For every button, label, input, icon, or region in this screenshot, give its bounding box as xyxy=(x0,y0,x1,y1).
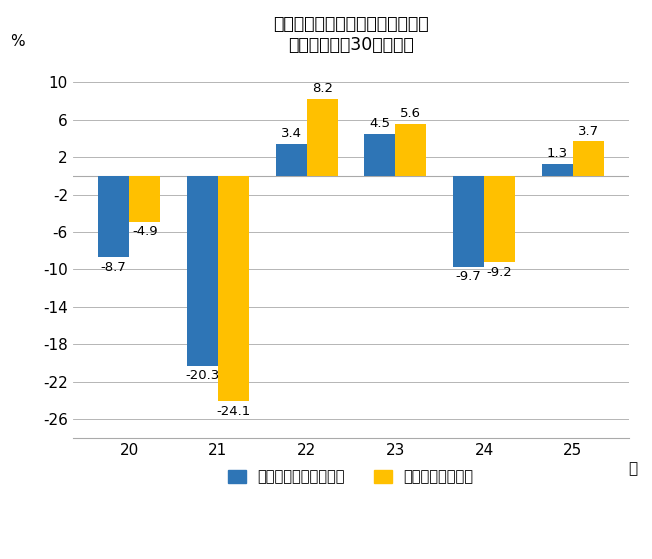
Bar xyxy=(453,176,484,267)
Text: 1.3: 1.3 xyxy=(546,147,568,160)
Text: -4.9: -4.9 xyxy=(132,225,158,239)
Text: -20.3: -20.3 xyxy=(185,369,220,382)
Bar xyxy=(129,176,160,222)
Text: 年: 年 xyxy=(628,461,637,476)
Bar xyxy=(187,176,218,366)
Bar xyxy=(364,134,395,176)
Bar xyxy=(98,176,129,257)
Text: 3.4: 3.4 xyxy=(280,127,302,140)
Text: 3.7: 3.7 xyxy=(578,125,599,138)
Legend: 調査産業計（前年比）, 製造業（前年比）: 調査産業計（前年比）, 製造業（前年比） xyxy=(222,463,479,490)
Text: -9.2: -9.2 xyxy=(486,266,512,278)
Text: 8.2: 8.2 xyxy=(312,83,333,96)
Title: 夏季賞与の前年比の推移・三重県
（事業所規模30人以上）: 夏季賞与の前年比の推移・三重県 （事業所規模30人以上） xyxy=(273,15,429,54)
Text: 4.5: 4.5 xyxy=(369,117,391,130)
Bar xyxy=(572,141,604,176)
Text: -24.1: -24.1 xyxy=(216,405,250,418)
Bar xyxy=(484,176,515,262)
Text: -9.7: -9.7 xyxy=(456,271,481,283)
Text: -8.7: -8.7 xyxy=(101,261,126,274)
Bar xyxy=(218,176,249,401)
Bar xyxy=(542,164,572,176)
Text: 5.6: 5.6 xyxy=(400,107,421,120)
Bar xyxy=(276,144,306,176)
Bar xyxy=(306,99,338,176)
Bar xyxy=(395,124,426,176)
Text: %: % xyxy=(10,34,25,49)
